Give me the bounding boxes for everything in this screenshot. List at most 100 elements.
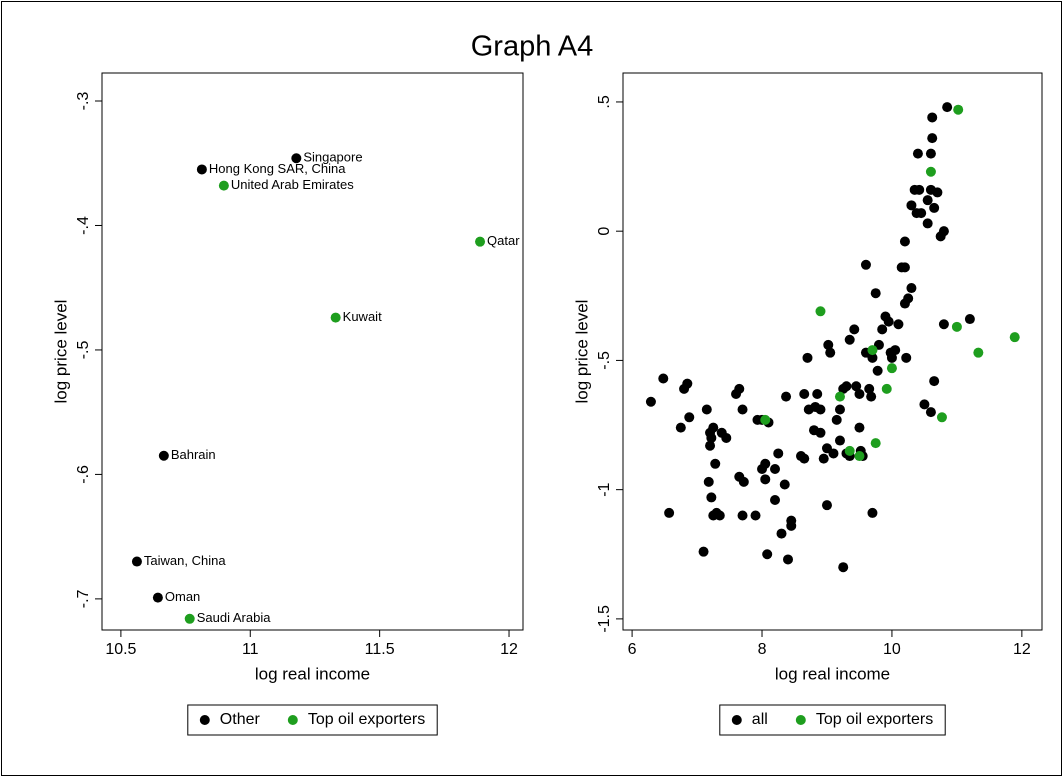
point: [779, 479, 790, 490]
legend-box: [719, 704, 946, 736]
y-tick-label: -1.5: [596, 605, 613, 633]
point: [906, 200, 917, 211]
point: [906, 283, 917, 294]
point: [922, 195, 933, 206]
point: [706, 432, 717, 443]
point: [870, 438, 881, 449]
x-tick-label: 8: [758, 641, 767, 658]
point: [815, 404, 826, 415]
point: [866, 391, 877, 402]
point: [942, 102, 953, 113]
legend-label: all: [752, 711, 768, 728]
point: [849, 324, 860, 335]
point: [893, 319, 904, 330]
point: [770, 494, 781, 505]
point: [682, 378, 693, 389]
point: [851, 381, 862, 392]
point: [899, 262, 910, 273]
point: [938, 226, 949, 237]
point: [330, 312, 341, 323]
x-axis-title: log real income: [775, 664, 890, 683]
legend-label: Other: [220, 711, 261, 728]
point: [773, 448, 784, 459]
point: [705, 440, 716, 451]
point: [834, 404, 845, 415]
point: [881, 383, 892, 394]
point: [886, 363, 897, 374]
plot-area: [101, 72, 524, 631]
point: [815, 427, 826, 438]
y-tick-label: .5: [596, 95, 613, 108]
point: [708, 422, 719, 433]
point: [675, 422, 686, 433]
point: [760, 474, 771, 485]
point: [899, 298, 910, 309]
point: [932, 187, 943, 198]
point: [152, 592, 163, 603]
point-label: Hong Kong SAR, China: [209, 161, 346, 176]
point: [218, 180, 229, 191]
point: [760, 458, 771, 469]
point-label: Singapore: [303, 150, 362, 165]
legend-marker: [199, 715, 210, 725]
point: [854, 389, 865, 400]
point: [914, 184, 925, 195]
point: [867, 507, 878, 518]
point: [710, 458, 721, 469]
x-tick-label: 11.5: [365, 641, 395, 658]
point: [828, 448, 839, 459]
point: [890, 345, 901, 356]
point: [872, 365, 883, 376]
point: [901, 352, 912, 363]
x-tick-label: 10.5: [105, 641, 136, 658]
point: [658, 373, 669, 384]
point: [951, 321, 962, 332]
point: [815, 306, 826, 317]
point: [821, 500, 832, 511]
point: [854, 451, 865, 462]
point-label: Bahrain: [171, 447, 216, 462]
point: [854, 422, 865, 433]
x-tick-label: 12: [1013, 641, 1031, 658]
point: [783, 554, 794, 565]
point: [802, 352, 813, 363]
point: [912, 148, 923, 159]
legend-label: Top oil exporters: [308, 711, 425, 728]
point-label: Taiwan, China: [144, 553, 226, 568]
point-label: United Arab Emirates: [231, 177, 354, 192]
point: [738, 476, 749, 487]
point: [844, 445, 855, 456]
point: [684, 412, 695, 423]
point: [925, 148, 936, 159]
point: [973, 347, 984, 358]
point: [864, 383, 875, 394]
point: [737, 510, 748, 521]
point: [929, 202, 940, 213]
point: [834, 435, 845, 446]
point: [721, 432, 732, 443]
point: [1009, 332, 1020, 343]
point: [131, 556, 142, 567]
y-tick-label: -.3: [75, 92, 92, 111]
legend-marker: [287, 715, 298, 725]
point: [899, 236, 910, 247]
y-tick-label: -.7: [75, 589, 92, 608]
point: [877, 324, 888, 335]
point-label: Oman: [165, 589, 200, 604]
point: [750, 510, 761, 521]
point: [812, 389, 823, 400]
point-label: Saudi Arabia: [197, 610, 271, 625]
point-label: Kuwait: [343, 309, 382, 324]
point: [291, 153, 302, 164]
point: [698, 546, 709, 557]
point: [916, 208, 927, 219]
point: [919, 399, 930, 410]
point: [883, 316, 894, 327]
point: [737, 404, 748, 415]
figure-title: Graph A4: [471, 31, 594, 63]
point: [860, 259, 871, 270]
point: [870, 288, 881, 299]
point: [925, 166, 936, 177]
